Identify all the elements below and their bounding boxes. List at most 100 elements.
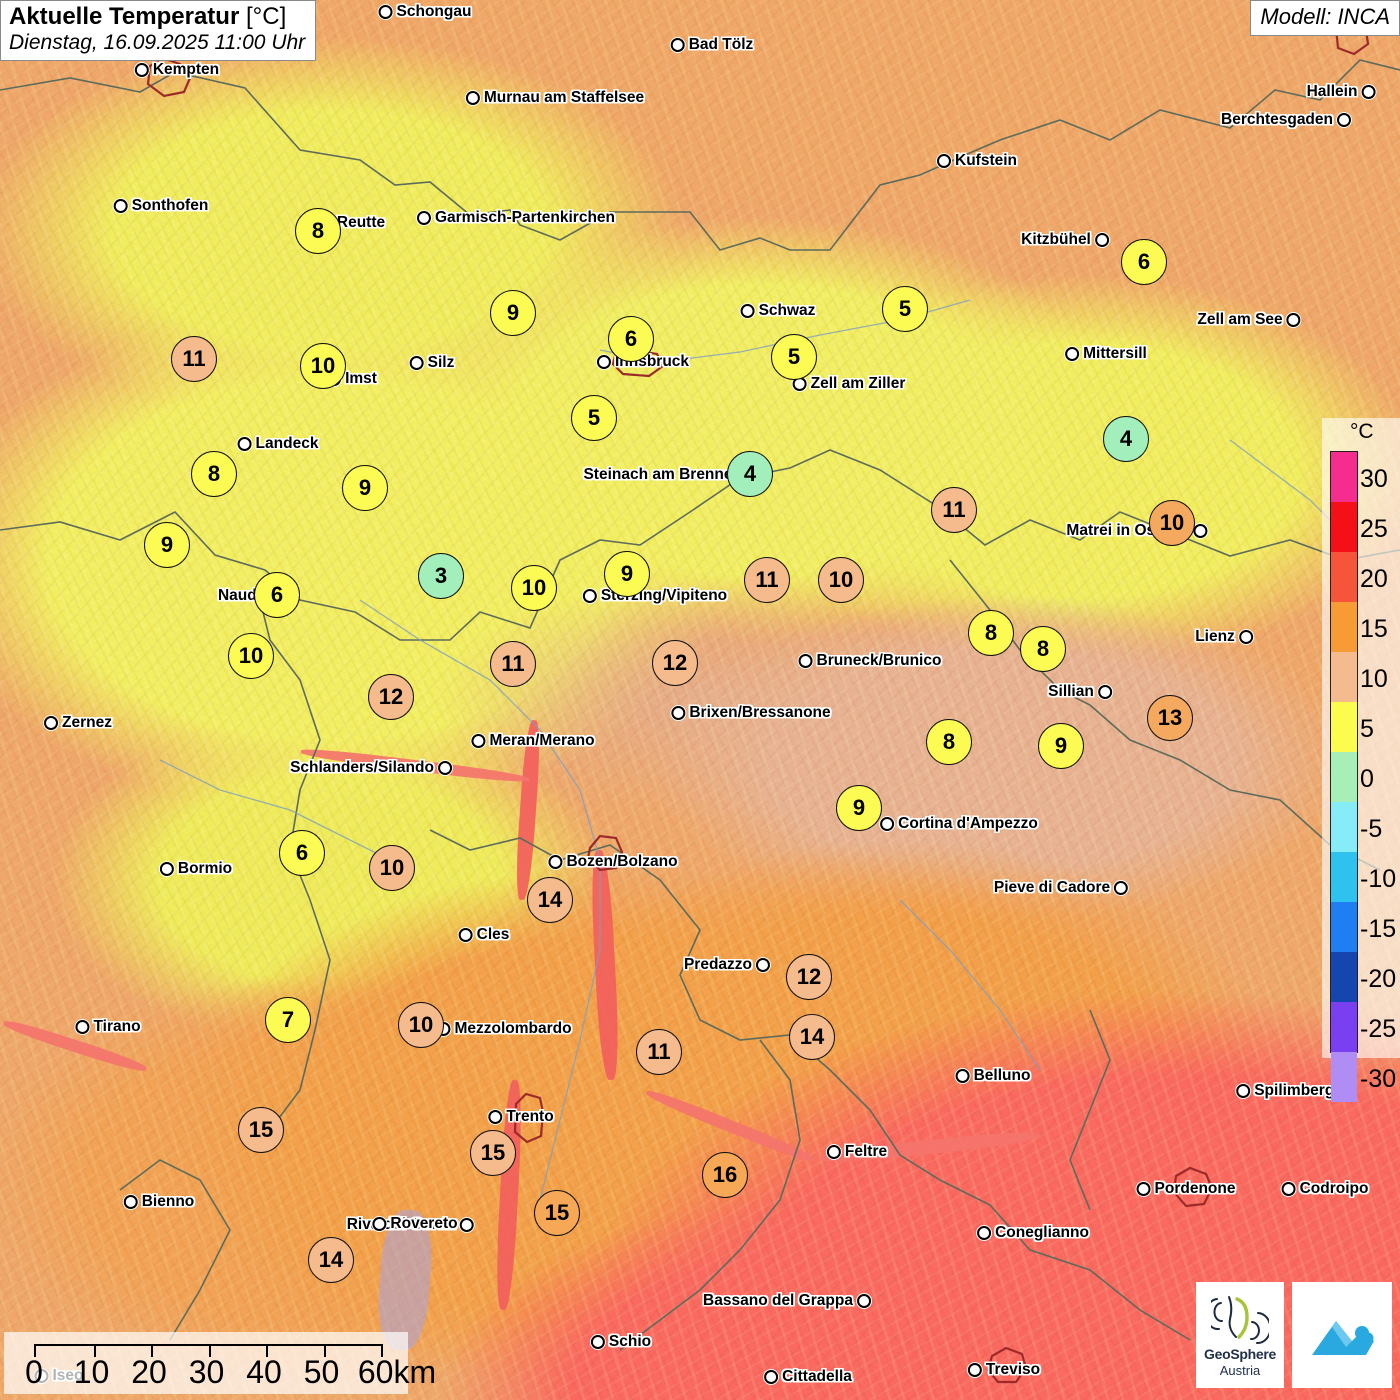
scale-label: 60km xyxy=(357,1354,437,1390)
model-label-box: Modell: INCA xyxy=(1250,0,1400,36)
scale-tick xyxy=(93,1346,96,1357)
colorbar-swatch xyxy=(1331,602,1357,652)
temperature-bubble: 8 xyxy=(926,719,972,765)
temperature-bubble: 6 xyxy=(1121,239,1167,285)
temperature-bubble: 13 xyxy=(1147,695,1193,741)
colorbar-swatch xyxy=(1331,952,1357,1002)
colorbar-tick: 5 xyxy=(1360,715,1374,743)
map-datetime: Dienstag, 16.09.2025 11:00 Uhr xyxy=(9,30,306,54)
temperature-bubble: 9 xyxy=(342,465,388,511)
scale-rule xyxy=(34,1344,383,1357)
temperature-bubble: 10 xyxy=(1149,500,1195,546)
temperature-bubble: 11 xyxy=(636,1029,682,1075)
temperature-bubble: 6 xyxy=(254,572,300,618)
temperature-bubble: 9 xyxy=(1038,723,1084,769)
colorbar-tick: -15 xyxy=(1360,915,1397,943)
temperature-bubble: 12 xyxy=(652,640,698,686)
temperature-bubble: 9 xyxy=(144,522,190,568)
colorbar-tick: 15 xyxy=(1360,615,1388,643)
title-unit: [°C] xyxy=(245,3,287,30)
scale-label: 40 xyxy=(246,1354,282,1390)
scale-label: 10 xyxy=(73,1354,110,1390)
temperature-bubble: 11 xyxy=(744,557,790,603)
scale-tick xyxy=(151,1346,154,1357)
geosphere-name: GeoSphere xyxy=(1204,1345,1276,1362)
temperature-bubble: 6 xyxy=(279,830,325,876)
colorbar-tick: 20 xyxy=(1360,565,1388,593)
temperature-bubble: 8 xyxy=(295,208,341,254)
temperature-bubble: 5 xyxy=(571,395,617,441)
temperature-bubble: 5 xyxy=(882,286,928,332)
colorbar-tick: 0 xyxy=(1360,765,1374,793)
colorbar-tick: 30 xyxy=(1360,465,1388,493)
temperature-bubble: 14 xyxy=(308,1237,354,1283)
temperature-bubble: 16 xyxy=(702,1152,748,1198)
colorbar-swatch xyxy=(1331,1002,1357,1052)
temperature-bubble: 11 xyxy=(490,641,536,687)
temperature-bubble: 10 xyxy=(511,565,557,611)
colorbar-tick-labels: 30 25 20 15 10 5 0 -5 -10 -15 -20 -25 -30 xyxy=(1360,451,1400,1092)
temperature-bubble: 12 xyxy=(786,954,832,1000)
colorbar-swatch xyxy=(1331,702,1357,752)
temperature-bubble: 10 xyxy=(300,343,346,389)
colorbar-tick: -25 xyxy=(1360,1015,1397,1043)
colorbar-swatch xyxy=(1331,852,1357,902)
temperature-bubble: 6 xyxy=(608,316,654,362)
alpine-logo xyxy=(1292,1282,1392,1388)
colorbar-swatch xyxy=(1331,502,1357,552)
temperature-bubble: 3 xyxy=(418,553,464,599)
temperature-bubble: 10 xyxy=(818,557,864,603)
temperature-bubble: 8 xyxy=(191,451,237,497)
scale-label: 50 xyxy=(303,1354,340,1390)
temperature-bubble: 15 xyxy=(470,1130,516,1176)
scale-bar: 0 10 20 30 40 50 60km xyxy=(4,1332,436,1394)
colorbar-swatch xyxy=(1331,1052,1357,1102)
temperature-bubble: 9 xyxy=(490,290,536,336)
temperature-bubble: 10 xyxy=(369,845,415,891)
temperature-bubble: 15 xyxy=(534,1190,580,1236)
colorbar-tick: -30 xyxy=(1360,1065,1397,1093)
temperature-bubble: 4 xyxy=(1103,416,1149,462)
colorbar-unit-label: °C xyxy=(1350,420,1374,443)
temperature-bubble: 15 xyxy=(238,1107,284,1153)
temperature-bubble: 14 xyxy=(789,1014,835,1060)
map-title-box: Aktuelle Temperatur [°C] Dienstag, 16.09… xyxy=(0,0,317,62)
colorbar-swatch xyxy=(1331,902,1357,952)
temperature-bubble: 14 xyxy=(527,877,573,923)
colorbar-swatch xyxy=(1331,452,1357,502)
colorbar-swatches xyxy=(1330,451,1358,1102)
page-title: Aktuelle Temperatur xyxy=(9,3,240,30)
temperature-bubble: 12 xyxy=(368,674,414,720)
colorbar-tick: -10 xyxy=(1360,865,1397,893)
geosphere-subname: Austria xyxy=(1219,1362,1261,1378)
geosphere-mark-icon xyxy=(1211,1295,1269,1344)
colorbar-swatch xyxy=(1331,552,1357,602)
colorbar-swatch xyxy=(1331,802,1357,852)
temperature-bubble: 9 xyxy=(604,551,650,597)
model-label: Modell: INCA xyxy=(1260,4,1390,29)
scale-tick xyxy=(323,1346,326,1357)
mountain-cloud-icon xyxy=(1312,1321,1374,1355)
temperature-bubble: 4 xyxy=(727,451,773,497)
scale-label: 20 xyxy=(131,1354,167,1390)
colorbar-tick: -20 xyxy=(1360,965,1397,993)
scale-label: 0 xyxy=(25,1354,43,1390)
colorbar-tick: 10 xyxy=(1360,665,1388,693)
temperature-bubble: 10 xyxy=(398,1002,444,1048)
temperature-bubble: 8 xyxy=(1020,626,1066,672)
colorbar-tick: 25 xyxy=(1360,515,1388,543)
temperature-bubble: 11 xyxy=(931,487,977,533)
temperature-bubble: 5 xyxy=(771,334,817,380)
scale-tick xyxy=(266,1346,269,1357)
colorbar-swatch xyxy=(1331,652,1357,702)
geosphere-logo: GeoSphere Austria xyxy=(1196,1282,1284,1388)
temperature-bubble: 8 xyxy=(968,610,1014,656)
temperature-bubble: 7 xyxy=(265,997,311,1043)
scale-label: 30 xyxy=(188,1354,225,1390)
temperature-colorbar: °C 30 25 20 15 10 5 0 -5 -10 -15 -20 -25 -30 xyxy=(1322,418,1400,1102)
scale-tick xyxy=(208,1346,211,1357)
temperature-bubble: 11 xyxy=(171,336,217,382)
colorbar-swatch xyxy=(1331,752,1357,802)
